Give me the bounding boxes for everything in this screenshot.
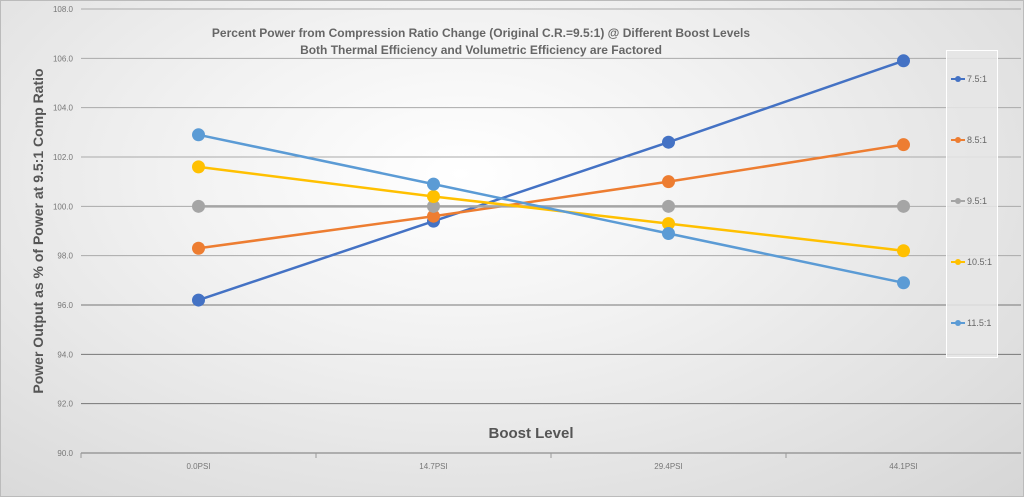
legend-item: 9.5:1: [951, 196, 987, 206]
legend-item: 8.5:1: [951, 135, 987, 145]
y-tick-label: 106.0: [53, 54, 74, 63]
legend-marker-icon: [951, 320, 965, 326]
y-tick-label: 104.0: [53, 104, 74, 113]
legend-marker-icon: [951, 198, 965, 204]
data-point-9.5:1: [427, 199, 440, 213]
y-tick-label: 98.0: [57, 252, 73, 261]
legend-label: 10.5:1: [967, 257, 993, 267]
data-point-7.5:1: [192, 293, 205, 307]
y-tick-label: 100.0: [53, 202, 74, 211]
legend-label: 8.5:1: [967, 135, 988, 145]
data-point-8.5:1: [662, 175, 675, 189]
legend-item: 10.5:1: [951, 257, 992, 267]
data-point-10.5:1: [662, 217, 675, 231]
chart-subtitle: Both Thermal Efficiency and Volumetric E…: [300, 43, 662, 57]
legend-marker-icon: [951, 137, 965, 143]
data-point-11.5:1: [192, 128, 205, 142]
series-line-8.5:1: [198, 143, 904, 250]
legend-marker-icon: [951, 259, 965, 265]
legend-label: 9.5:1: [967, 196, 988, 206]
chart-title: Percent Power from Compression Ratio Cha…: [211, 26, 751, 40]
legend-marker-icon: [951, 76, 965, 82]
data-point-11.5:1: [897, 276, 910, 290]
data-point-10.5:1: [897, 244, 910, 258]
y-tick-label: 90.0: [57, 449, 73, 458]
x-tick-label: 29.4PSI: [654, 462, 682, 471]
x-tick-label: 44.1PSI: [889, 462, 917, 471]
data-point-7.5:1: [897, 54, 910, 68]
legend-label: 11.5:1: [967, 318, 992, 328]
x-axis-label: Boost Level: [488, 425, 574, 442]
data-point-9.5:1: [897, 199, 910, 213]
series-line-11.5:1: [198, 133, 904, 285]
series-line-7.5:1: [198, 59, 904, 302]
data-point-8.5:1: [897, 138, 910, 152]
legend-item: 11.5:1: [951, 318, 991, 328]
data-point-10.5:1: [192, 160, 205, 174]
legend: 7.5:1 8.5:1 9.5:1 10.5:1 11.5:1: [946, 50, 998, 358]
data-point-11.5:1: [427, 177, 440, 191]
data-point-8.5:1: [427, 209, 440, 223]
y-axis-label: Power Output as % of Power at 9.5:1 Comp…: [30, 68, 46, 394]
legend-item: 7.5:1: [951, 74, 987, 84]
y-tick-label: 96.0: [57, 301, 73, 310]
x-tick-label: 14.7PSI: [419, 462, 447, 471]
data-point-9.5:1: [662, 199, 675, 213]
y-tick-label: 102.0: [53, 153, 74, 162]
data-point-11.5:1: [662, 226, 675, 240]
y-tick-label: 108.0: [53, 5, 74, 14]
y-tick-label: 94.0: [57, 350, 73, 359]
data-point-9.5:1: [192, 199, 205, 213]
x-tick-label: 0.0PSI: [186, 462, 210, 471]
legend-label: 7.5:1: [967, 74, 988, 84]
data-point-7.5:1: [662, 135, 675, 149]
data-point-10.5:1: [427, 189, 440, 203]
y-tick-label: 92.0: [57, 400, 73, 409]
data-point-8.5:1: [192, 241, 205, 255]
